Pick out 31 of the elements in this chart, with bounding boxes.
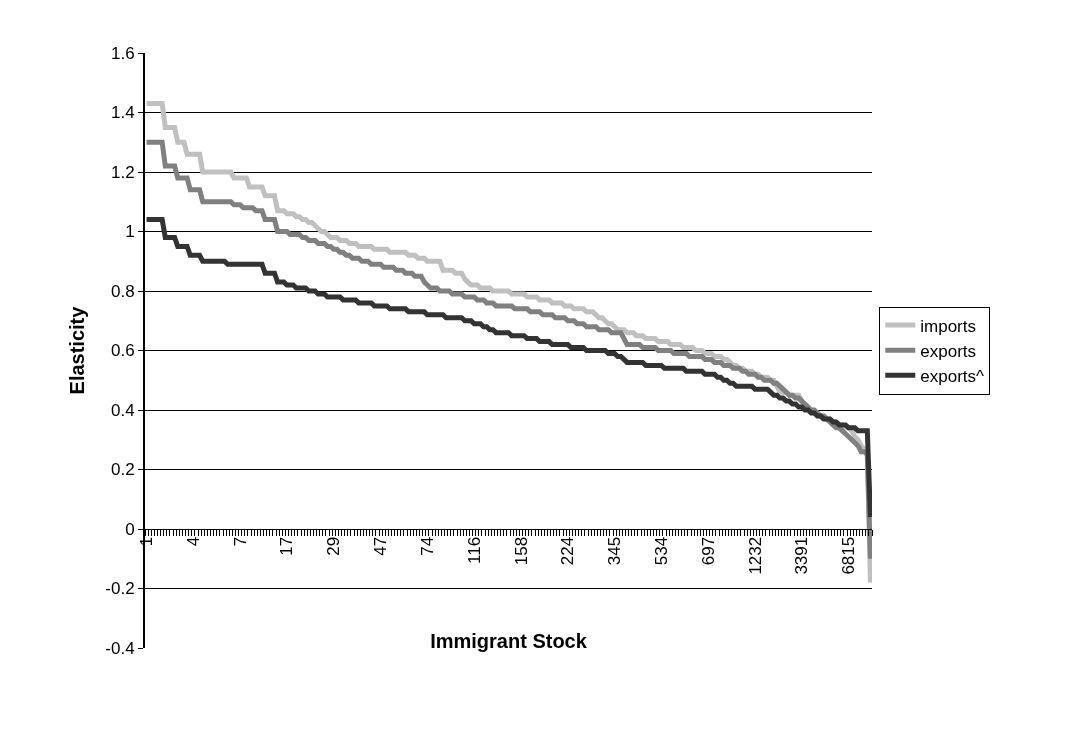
x-tick-label: 224 bbox=[558, 536, 578, 566]
x-tick-label: 47 bbox=[371, 536, 391, 556]
legend-label: exports bbox=[920, 341, 977, 361]
y-tick-label: 1.2 bbox=[110, 162, 135, 182]
y-tick-label: 1.6 bbox=[110, 43, 135, 63]
y-tick-label: -0.2 bbox=[105, 579, 135, 599]
x-tick-label: 17 bbox=[277, 536, 297, 556]
legend-label: imports bbox=[920, 316, 976, 336]
legend-label: exports^ bbox=[920, 366, 985, 386]
y-axis-title: Elasticity bbox=[66, 305, 89, 395]
x-tick-label: 3391 bbox=[792, 536, 812, 575]
x-tick-label: 74 bbox=[417, 536, 437, 556]
y-tick-label: 0.8 bbox=[110, 281, 135, 301]
y-tick-label: 0.4 bbox=[110, 400, 135, 420]
x-tick-label: 4 bbox=[183, 536, 203, 547]
y-tick-label: 0.2 bbox=[110, 460, 135, 480]
y-tick-label: 1 bbox=[125, 222, 135, 242]
x-tick-label: 158 bbox=[511, 536, 531, 566]
y-tick-label: -0.4 bbox=[105, 638, 135, 658]
x-tick-label: 534 bbox=[651, 536, 671, 566]
x-tick-label: 1232 bbox=[745, 536, 765, 575]
x-tick-label: 345 bbox=[605, 536, 625, 566]
x-tick-label: 6815 bbox=[839, 536, 859, 575]
x-tick-label: 29 bbox=[324, 536, 344, 556]
x-axis-title: Immigrant Stock bbox=[430, 630, 588, 653]
x-tick-label: 7 bbox=[230, 536, 250, 547]
x-tick-label: 116 bbox=[464, 536, 484, 564]
y-tick-label: 0 bbox=[125, 519, 135, 539]
y-tick-label: 0.6 bbox=[110, 341, 135, 361]
y-tick-label: 1.4 bbox=[110, 103, 135, 123]
x-tick-label: 697 bbox=[698, 536, 718, 566]
